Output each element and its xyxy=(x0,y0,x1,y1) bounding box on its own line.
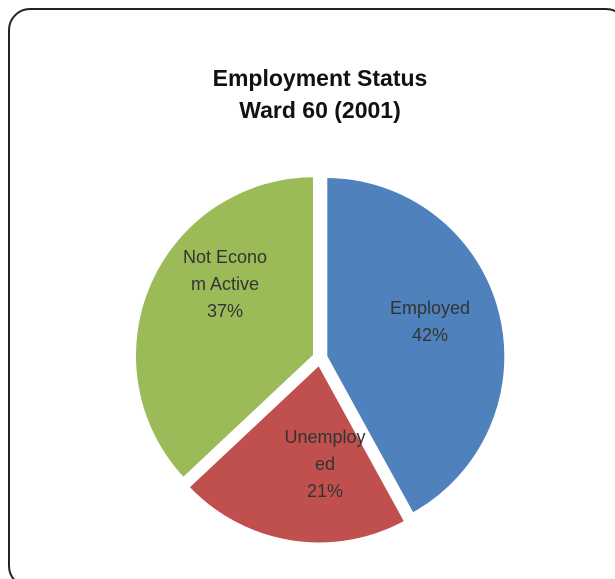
slice-label: Not Econom Active 37% xyxy=(180,244,270,325)
slice-category: Employed xyxy=(389,298,471,318)
slice-value: 37% xyxy=(206,300,244,321)
chart-title: Employment Status Ward 60 (2001) xyxy=(212,65,428,123)
slice-label: Employed 42% xyxy=(370,295,490,349)
slice-category: Not Econom Active xyxy=(182,246,268,294)
slice-value: 21% xyxy=(306,480,344,501)
pie-slice xyxy=(185,361,408,546)
slice-value: 42% xyxy=(411,325,449,345)
pie-slice xyxy=(133,174,316,481)
slice-category: Unemployed xyxy=(284,426,366,474)
chart-frame xyxy=(8,8,615,579)
pie-slice xyxy=(324,175,508,517)
slice-label: Unemployed 21% xyxy=(280,424,370,505)
